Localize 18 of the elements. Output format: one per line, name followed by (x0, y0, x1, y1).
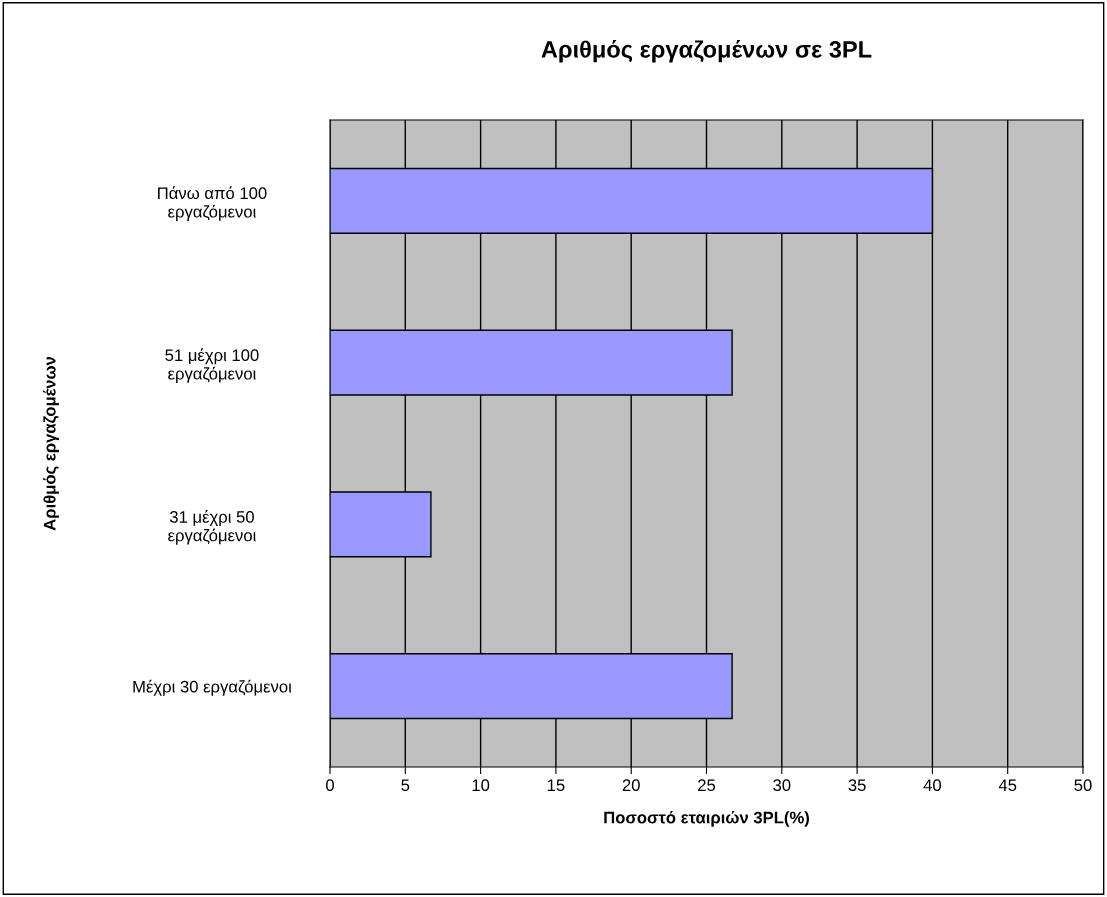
x-tick-label: 45 (998, 779, 1017, 792)
y-tick-label: 31 μέχρι 50 εργαζόμενοι (168, 510, 256, 545)
y-tick-label: 51 μέχρι 100 εργαζόμενοι (165, 348, 259, 383)
x-tick-label: 25 (698, 779, 716, 792)
x-tick-label: 10 (472, 779, 490, 792)
x-tick-label: 35 (848, 779, 866, 792)
chart-title: Αριθμός εργαζομένων σε 3PL (541, 40, 872, 63)
x-tick-label: 15 (547, 779, 565, 792)
x-tick-label: 20 (622, 779, 640, 792)
x-axis-title: Ποσοστό εταιριών 3PL(%) (604, 811, 809, 827)
x-tick-label: 30 (773, 779, 791, 792)
y-axis-title: Αριθμός εργαζομένων (43, 356, 59, 531)
x-tick-label: 50 (1074, 779, 1092, 792)
x-tick-label: 5 (401, 779, 410, 792)
y-tick-label: Πάνω από 100 εργαζόμενοι (158, 186, 267, 221)
x-tick-label: 0 (326, 779, 334, 792)
x-tick-label: 40 (923, 779, 942, 792)
y-tick-label: Μέχρι 30 εργαζόμενοι (133, 679, 292, 696)
